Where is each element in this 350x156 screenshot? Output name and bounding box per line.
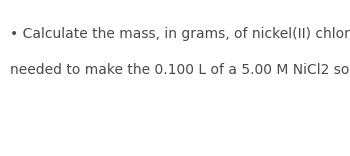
Text: • Calculate the mass, in grams, of nickel(II) chloride: • Calculate the mass, in grams, of nicke… [10,27,350,41]
Text: needed to make the 0.100 L of a 5.00 M NiCl2 solution.: needed to make the 0.100 L of a 5.00 M N… [10,63,350,77]
